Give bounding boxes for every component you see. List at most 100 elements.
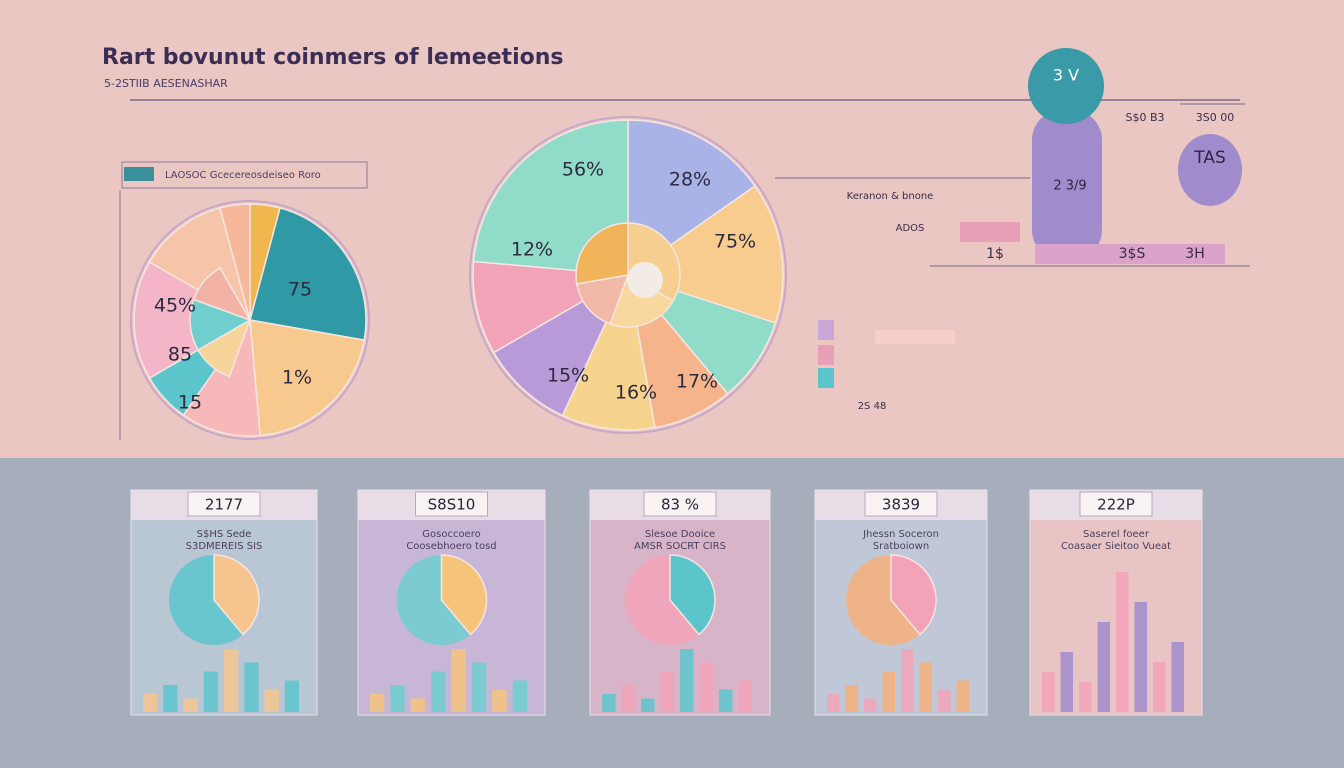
pie-slice (249, 207, 367, 342)
pie-slice (472, 119, 629, 276)
pie-ring (130, 200, 370, 440)
bar (818, 368, 834, 388)
card-bar (602, 694, 616, 712)
pie-label: 15% (547, 365, 589, 387)
card-bar (1171, 642, 1184, 712)
diagram-label: 3S0 00 (1196, 111, 1234, 124)
card-bar (1060, 652, 1073, 712)
decorations (130, 48, 1242, 716)
pie-label: 75 (288, 279, 312, 301)
card-bar (390, 685, 405, 712)
card-value: 3839 (882, 496, 920, 514)
pie-label: 12% (511, 239, 553, 261)
pie-label: 45% (154, 295, 196, 317)
card-pie-slice (440, 554, 488, 636)
pie-label: 85 (168, 344, 192, 366)
pie-label: 1% (282, 367, 312, 389)
card-bar (621, 685, 635, 712)
card-bar (680, 649, 694, 712)
card-bar (370, 694, 385, 712)
card-bar (163, 685, 178, 712)
pie-slice (182, 317, 261, 437)
pie-ring (469, 116, 787, 434)
card-value: 222P (1097, 496, 1135, 514)
card-bar (512, 680, 527, 712)
subtitle: 5-2STIIB AESENASHAR (104, 77, 228, 90)
card-bar (660, 671, 674, 712)
bar (875, 330, 955, 344)
pie-slice (575, 274, 630, 325)
card-bar (1042, 672, 1055, 712)
pie-label: 56% (562, 159, 604, 181)
value-box (415, 491, 488, 517)
card-bar (901, 649, 914, 712)
legend-swatch (124, 167, 154, 181)
card-value: S8S10 (428, 496, 476, 514)
pie-center (627, 262, 663, 298)
bar (960, 222, 1020, 242)
card-subtitle: Coosebhoero tosd (406, 541, 496, 552)
pie-slice (249, 319, 366, 437)
diagram-label: 3H (1185, 246, 1204, 262)
card-pie-slice (890, 554, 937, 636)
card-subtitle: S3DMEREIS SIS (186, 541, 263, 552)
card-pie-slice (213, 554, 260, 636)
card-subtitle: Coasaer Sieitoo Vueat (1061, 541, 1171, 552)
card-bar (1153, 662, 1166, 712)
pie-label: 28% (669, 169, 711, 191)
card-title: S$HS Sede (197, 529, 252, 540)
card-pie-slice (669, 554, 716, 636)
card-bar (203, 671, 218, 712)
pie-slice (192, 267, 252, 322)
card-bar (919, 662, 932, 712)
diagram-label: 3 V (1053, 66, 1079, 85)
pie-slice (219, 203, 251, 321)
card-bar (938, 689, 951, 712)
diagram-label: S$0 B3 (1125, 111, 1164, 124)
card-bar (882, 671, 895, 712)
card-bar (956, 680, 969, 712)
card-title: Slesoe Dooice (645, 529, 715, 540)
legend-label: LAOSOC Gcecereosdeiseo Roro (165, 170, 321, 181)
card-bar (827, 694, 840, 712)
pie-label: 75% (714, 231, 756, 253)
card-title: Saserel foeer (1083, 529, 1150, 540)
card-bar (1134, 602, 1147, 712)
card-title: Jhessn Soceron (862, 529, 939, 540)
card-bar (641, 698, 655, 712)
legend-box (121, 161, 368, 189)
card-bar (431, 671, 446, 712)
card-bar (738, 680, 752, 712)
card-bar (284, 680, 299, 712)
card-bar (143, 694, 158, 712)
pie-slice (609, 273, 675, 328)
card-title: Gosoccoero (422, 529, 480, 540)
card-bar (471, 662, 487, 712)
diagram-label: 1$ (986, 246, 1004, 262)
card-value: 83 % (661, 496, 699, 514)
card-bar (224, 649, 239, 712)
card-bar (1097, 622, 1110, 712)
diagram-label: 2S 48 (858, 401, 887, 412)
badge (1178, 134, 1242, 206)
diagram-label: TAS (1193, 148, 1226, 168)
card-bar (244, 662, 259, 712)
title: Rart bovunut coinmers of lemeetions (102, 45, 563, 70)
value-box (864, 491, 938, 517)
bar (1035, 244, 1225, 264)
card-value: 2177 (205, 496, 243, 514)
labels: 45% 75 85 1% 15 56% 28% 12% 75% 15% 16% 17% 3 V TAS 2 … (154, 66, 1234, 553)
pie-label: 16% (615, 382, 657, 404)
value-box (643, 491, 717, 517)
card-bar (1079, 682, 1092, 712)
pie-slice (575, 222, 629, 285)
diagram-label: 3$S (1119, 246, 1146, 262)
card-bar (699, 662, 713, 712)
pie-label: 15 (178, 392, 202, 414)
card-bar (1116, 572, 1129, 712)
card-bar (719, 689, 733, 712)
diagram-label: ADOS (896, 223, 925, 234)
bar (818, 345, 834, 365)
card-bar (451, 649, 466, 712)
